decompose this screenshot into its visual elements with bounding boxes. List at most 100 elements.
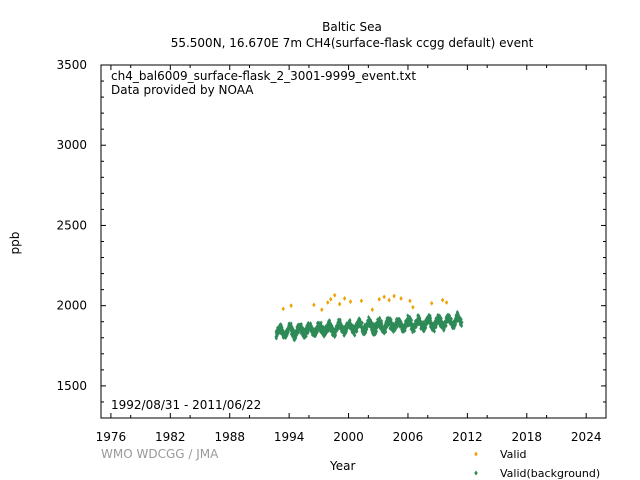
- valid-background-point: [290, 325, 294, 331]
- valid-background-point: [394, 320, 398, 326]
- valid-background-point: [401, 323, 405, 328]
- valid-background-point: [393, 327, 397, 333]
- valid-point: [337, 301, 342, 307]
- valid-background-point: [277, 330, 281, 335]
- valid-background-point: [415, 317, 419, 322]
- valid-background-point: [435, 320, 439, 325]
- valid-background-point: [413, 324, 417, 330]
- valid-background-point: [449, 316, 453, 322]
- valid-background-point: [367, 315, 371, 320]
- valid-point: [370, 307, 374, 313]
- axes: 1500 2000 2500 3000 3500 1976 1982 1988 1994 2000…: [56, 58, 606, 444]
- valid-background-point: [457, 315, 462, 321]
- valid-background-point: [391, 323, 395, 329]
- valid-background-point: [358, 324, 362, 329]
- valid-point: [333, 292, 337, 298]
- valid-background-point: [297, 324, 301, 330]
- valid-background-point: [388, 320, 392, 326]
- valid-background-point: [308, 324, 312, 329]
- valid-background-point: [383, 323, 387, 328]
- valid-background-point: [302, 335, 306, 341]
- valid-background-point: [305, 324, 309, 329]
- valid-point: [440, 297, 445, 303]
- valid-background-point: [372, 331, 376, 336]
- valid-point: [430, 300, 434, 306]
- valid-background-point: [293, 332, 297, 337]
- valid-background-point: [406, 317, 410, 322]
- valid-point: [320, 307, 324, 313]
- valid-background-point: [326, 323, 330, 328]
- valid-background-point: [398, 321, 402, 326]
- valid-background-point: [417, 321, 421, 326]
- valid-background-point: [344, 328, 348, 334]
- valid-background-point: [324, 331, 328, 337]
- valid-background-point: [299, 324, 304, 329]
- valid-background-point: [455, 318, 459, 324]
- valid-points: [281, 292, 449, 313]
- chart-title: Baltic Sea: [322, 20, 382, 34]
- valid-background-point: [289, 323, 293, 328]
- valid-background-point: [442, 325, 446, 330]
- valid-background-point: [373, 327, 377, 333]
- valid-background-point: [277, 325, 281, 330]
- period-annotation: 1992/08/31 - 2011/06/22: [111, 398, 262, 412]
- valid-point: [329, 296, 333, 302]
- valid-background-point: [324, 325, 328, 330]
- valid-point: [392, 293, 396, 299]
- valid-background-point: [303, 334, 307, 339]
- valid-background-point: [296, 328, 300, 334]
- valid-background-point: [367, 320, 371, 325]
- plot-area: [100, 64, 607, 419]
- valid-background-point: [371, 322, 375, 327]
- valid-background-point: [306, 329, 310, 335]
- valid-background-point: [335, 324, 340, 329]
- valid-background-point: [394, 317, 399, 322]
- valid-background-point: [308, 321, 312, 326]
- valid-point: [312, 302, 316, 308]
- legend-label-valid-background: Valid(background): [500, 467, 601, 480]
- valid-background-point: [405, 319, 409, 325]
- valid-background-point: [289, 326, 293, 332]
- valid-background-point: [406, 321, 410, 326]
- valid-background-point: [361, 324, 365, 330]
- x-tick-label: 2024: [571, 430, 602, 444]
- valid-background-point: [364, 322, 368, 328]
- valid-background-point: [294, 328, 298, 334]
- valid-background-point: [404, 321, 408, 327]
- credit-text: WMO WDCGG / JMA: [101, 447, 219, 461]
- provider-annotation: Data provided by NOAA: [111, 83, 254, 97]
- valid-background-point: [412, 328, 417, 334]
- valid-background-point: [432, 329, 437, 334]
- valid-background-point: [356, 320, 361, 326]
- x-tick-label: 2012: [452, 430, 483, 444]
- valid-background-point: [386, 322, 390, 328]
- valid-background-point: [274, 332, 279, 337]
- valid-background-point: [458, 322, 462, 327]
- valid-background-point: [416, 313, 420, 319]
- valid-background-point: [354, 325, 358, 331]
- valid-background-point: [350, 326, 354, 332]
- x-tick-label: 2000: [333, 430, 364, 444]
- valid-background-point: [299, 331, 303, 336]
- valid-background-point: [418, 315, 422, 321]
- legend-markers: [474, 451, 478, 476]
- valid-background-point: [440, 319, 444, 325]
- valid-background-point: [401, 327, 405, 332]
- valid-background-point: [369, 323, 373, 328]
- valid-background-point: [319, 320, 323, 325]
- valid-background-point: [399, 322, 403, 328]
- valid-background-point: [301, 326, 305, 331]
- valid-background-point: [370, 329, 374, 334]
- valid-background-point: [333, 333, 337, 338]
- valid-background-point: [452, 320, 456, 325]
- valid-background-point: [293, 337, 297, 343]
- valid-point: [399, 296, 403, 301]
- valid-background-point: [363, 330, 367, 335]
- valid-background-point: [408, 314, 412, 320]
- valid-background-point: [447, 313, 452, 318]
- valid-background-point: [286, 330, 290, 336]
- valid-background-point: [419, 324, 423, 330]
- valid-background-point: [312, 331, 316, 336]
- valid-background-point: [324, 329, 328, 334]
- valid-background-point: [452, 326, 456, 331]
